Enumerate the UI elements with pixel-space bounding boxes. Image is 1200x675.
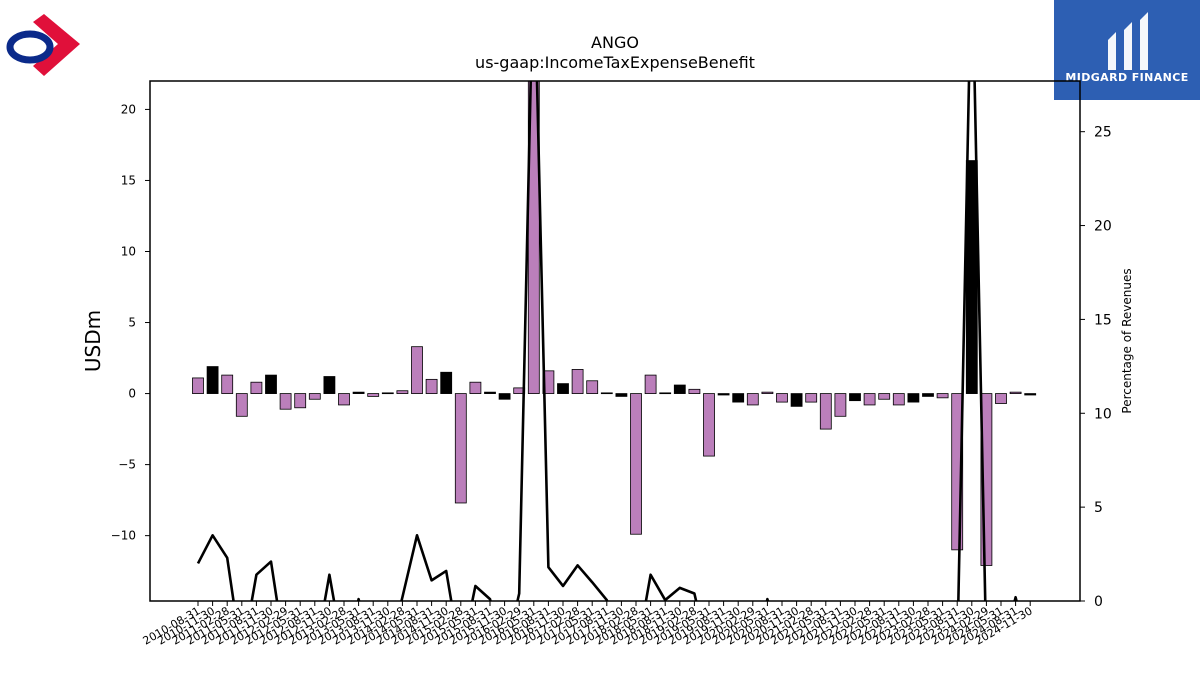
bar xyxy=(571,369,584,394)
y-right-tick-label: 5 xyxy=(1094,500,1103,516)
bar xyxy=(805,393,818,403)
bar xyxy=(703,393,715,457)
bar xyxy=(892,393,905,406)
chart-title: ANGO xyxy=(591,33,639,52)
bar xyxy=(192,377,204,394)
bar xyxy=(688,388,701,394)
y-tick-label: 20 xyxy=(121,102,136,116)
bar xyxy=(907,393,920,403)
bar xyxy=(206,366,219,394)
bar xyxy=(659,392,672,395)
bar xyxy=(235,393,248,417)
y-right-tick-label: 20 xyxy=(1094,219,1112,235)
y-axis-label: USDm xyxy=(81,310,105,372)
bar xyxy=(644,374,657,394)
bar xyxy=(425,378,438,394)
bar xyxy=(849,393,861,402)
y-tick-label: −10 xyxy=(111,529,136,543)
bar xyxy=(615,393,628,397)
bar xyxy=(586,380,599,394)
y-right-tick-label: 15 xyxy=(1094,312,1112,328)
bar xyxy=(411,346,423,394)
bar xyxy=(265,374,277,394)
bar xyxy=(965,160,978,394)
bar xyxy=(834,393,847,417)
bar xyxy=(732,393,745,403)
plot-frame xyxy=(149,80,1081,602)
bar xyxy=(469,381,482,394)
bar xyxy=(367,393,380,397)
logo-blue-shape xyxy=(6,30,54,64)
bar xyxy=(221,374,234,394)
bar xyxy=(381,392,394,395)
bar xyxy=(776,393,788,403)
bar xyxy=(440,371,453,394)
bar xyxy=(717,393,730,396)
y-right-tick-label: 10 xyxy=(1094,406,1112,422)
y-tick-label: 10 xyxy=(121,244,136,258)
y-right-tick-label: 0 xyxy=(1094,594,1103,610)
bar xyxy=(980,393,993,566)
bar xyxy=(951,393,964,551)
bar xyxy=(279,393,292,410)
y-tick-label: 15 xyxy=(121,173,136,187)
bar xyxy=(323,376,336,394)
bar xyxy=(761,391,774,394)
bar xyxy=(557,383,569,394)
bar xyxy=(454,393,467,504)
logo-red-shape xyxy=(33,14,80,76)
y-tick-label: 0 xyxy=(128,387,136,401)
bar xyxy=(819,393,832,430)
brand-name: MIDGARD FINANCE xyxy=(1065,71,1188,84)
bar xyxy=(484,391,496,394)
company-logo xyxy=(6,14,80,76)
bar xyxy=(396,390,409,394)
bar xyxy=(250,381,263,394)
bar xyxy=(498,393,511,400)
bar xyxy=(308,393,321,400)
y-axis-right-label: Percentage of Revenues xyxy=(1120,268,1134,413)
bar xyxy=(1009,391,1022,394)
bar xyxy=(936,393,949,399)
line-series xyxy=(196,81,1018,601)
bar xyxy=(1024,393,1037,396)
bar xyxy=(338,393,350,406)
y-tick-label: −5 xyxy=(118,458,136,472)
bar xyxy=(746,393,759,406)
bar xyxy=(630,393,642,535)
bar xyxy=(673,384,686,394)
y-right-tick-label: 25 xyxy=(1094,125,1112,141)
brand-box: MIDGARD FINANCE xyxy=(1054,0,1200,100)
bar xyxy=(863,393,876,406)
brand-icon xyxy=(1108,12,1148,70)
chart-subtitle: us-gaap:IncomeTaxExpenseBenefit xyxy=(475,53,755,72)
plot-clipped-group xyxy=(192,81,1037,601)
y-tick-label: 5 xyxy=(128,316,136,330)
plot-area: −10−50510152005101520252010-08-312010-11… xyxy=(111,80,1112,648)
bar xyxy=(352,391,365,394)
bar xyxy=(878,393,891,400)
bar xyxy=(600,392,613,395)
bar xyxy=(995,393,1007,404)
bar xyxy=(790,393,803,407)
bar xyxy=(294,393,307,409)
bar xyxy=(922,393,934,397)
